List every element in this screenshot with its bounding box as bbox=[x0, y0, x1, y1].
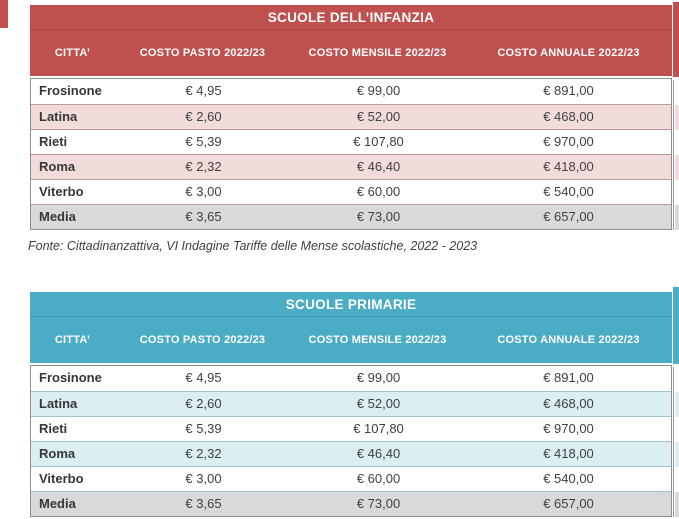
costo-pasto-cell: € 4,95 bbox=[185, 370, 222, 385]
costo-annuale-cell: € 891,00 bbox=[543, 370, 594, 385]
costo-pasto-cell: € 3,65 bbox=[185, 209, 222, 224]
costo-annuale-cell: € 540,00 bbox=[543, 184, 594, 199]
costo-annuale-cell: € 418,00 bbox=[543, 446, 594, 461]
costo-annuale-cell: € 891,00 bbox=[543, 83, 594, 98]
table-scuole-infanzia: SCUOLE DELL’INFANZIA CITTA’ COSTO PASTO … bbox=[30, 5, 672, 230]
cropped-adjacent-table-fragment-left bbox=[0, 0, 8, 28]
city-cell: Rieti bbox=[39, 421, 68, 436]
costo-mensile-cell: € 52,00 bbox=[356, 396, 401, 411]
table-row-media: Media € 3,65 € 73,00 € 657,00 bbox=[31, 204, 671, 229]
costo-annuale-cell: € 970,00 bbox=[543, 134, 594, 149]
costo-mensile-cell: € 60,00 bbox=[356, 184, 401, 199]
table-row-latina: Latina € 2,60 € 52,00 € 468,00 bbox=[31, 391, 671, 416]
table-row-frosinone: Frosinone € 4,95 € 99,00 € 891,00 bbox=[31, 366, 671, 391]
fragment-teal-rows bbox=[673, 367, 679, 517]
costo-mensile-cell: € 73,00 bbox=[356, 496, 401, 511]
col-header-citta: CITTA’ bbox=[54, 47, 91, 59]
city-cell: Media bbox=[39, 496, 76, 511]
col-header-costo-pasto: COSTO PASTO 2022/23 bbox=[139, 334, 266, 346]
col-header-costo-annuale: COSTO ANNUALE 2022/23 bbox=[497, 334, 640, 346]
city-cell: Roma bbox=[39, 159, 76, 174]
costo-pasto-cell: € 3,00 bbox=[185, 471, 222, 486]
costo-mensile-cell: € 107,80 bbox=[353, 421, 404, 436]
table-header-row: CITTA’ COSTO PASTO 2022/23 COSTO MENSILE… bbox=[30, 30, 672, 76]
table-row-frosinone: Frosinone € 4,95 € 99,00 € 891,00 bbox=[31, 79, 671, 104]
col-header-costo-annuale: COSTO ANNUALE 2022/23 bbox=[497, 47, 640, 59]
costo-mensile-cell: € 52,00 bbox=[356, 109, 401, 124]
costo-annuale-cell: € 418,00 bbox=[543, 159, 594, 174]
costo-pasto-cell: € 2,32 bbox=[185, 446, 222, 461]
col-header-costo-pasto: COSTO PASTO 2022/23 bbox=[139, 47, 266, 59]
costo-mensile-cell: € 46,40 bbox=[356, 159, 401, 174]
costo-annuale-cell: € 657,00 bbox=[543, 496, 594, 511]
costo-pasto-cell: € 5,39 bbox=[185, 134, 222, 149]
costo-pasto-cell: € 3,65 bbox=[185, 496, 222, 511]
col-header-costo-mensile: COSTO MENSILE 2022/23 bbox=[308, 334, 447, 346]
costo-annuale-cell: € 540,00 bbox=[543, 471, 594, 486]
source-caption: Fonte: Cittadinanzattiva, VI Indagine Ta… bbox=[28, 239, 478, 253]
city-cell: Rieti bbox=[39, 134, 68, 149]
city-cell: Viterbo bbox=[39, 184, 84, 199]
city-cell: Frosinone bbox=[39, 83, 102, 98]
costo-mensile-cell: € 73,00 bbox=[356, 209, 401, 224]
costo-pasto-cell: € 2,32 bbox=[185, 159, 222, 174]
fragment-red-header bbox=[673, 2, 679, 77]
costo-mensile-cell: € 46,40 bbox=[356, 446, 401, 461]
table-header-row: CITTA’ COSTO PASTO 2022/23 COSTO MENSILE… bbox=[30, 317, 672, 363]
costo-annuale-cell: € 468,00 bbox=[543, 109, 594, 124]
table-row-roma: Roma € 2,32 € 46,40 € 418,00 bbox=[31, 154, 671, 179]
col-header-citta: CITTA’ bbox=[54, 334, 91, 346]
costo-mensile-cell: € 99,00 bbox=[356, 83, 401, 98]
table-title: SCUOLE DELL’INFANZIA bbox=[30, 5, 672, 30]
fragment-teal-header bbox=[673, 287, 679, 364]
costo-annuale-cell: € 657,00 bbox=[543, 209, 594, 224]
table-row-rieti: Rieti € 5,39 € 107,80 € 970,00 bbox=[31, 416, 671, 441]
city-cell: Frosinone bbox=[39, 370, 102, 385]
costo-pasto-cell: € 2,60 bbox=[185, 109, 222, 124]
costo-pasto-cell: € 2,60 bbox=[185, 396, 222, 411]
table-row-latina: Latina € 2,60 € 52,00 € 468,00 bbox=[31, 104, 671, 129]
costo-pasto-cell: € 3,00 bbox=[185, 184, 222, 199]
costo-mensile-cell: € 107,80 bbox=[353, 134, 404, 149]
table-row-roma: Roma € 2,32 € 46,40 € 418,00 bbox=[31, 441, 671, 466]
table-body: Frosinone € 4,95 € 99,00 € 891,00 Latina… bbox=[30, 78, 672, 230]
costo-annuale-cell: € 970,00 bbox=[543, 421, 594, 436]
table-row-rieti: Rieti € 5,39 € 107,80 € 970,00 bbox=[31, 129, 671, 154]
table-scuole-primarie: SCUOLE PRIMARIE CITTA’ COSTO PASTO 2022/… bbox=[30, 292, 672, 517]
fragment-red-rows bbox=[673, 80, 679, 230]
table-row-viterbo: Viterbo € 3,00 € 60,00 € 540,00 bbox=[31, 179, 671, 204]
costo-pasto-cell: € 5,39 bbox=[185, 421, 222, 436]
table-row-viterbo: Viterbo € 3,00 € 60,00 € 540,00 bbox=[31, 466, 671, 491]
costo-mensile-cell: € 60,00 bbox=[356, 471, 401, 486]
city-cell: Latina bbox=[39, 396, 78, 411]
table-row-media: Media € 3,65 € 73,00 € 657,00 bbox=[31, 491, 671, 516]
costo-annuale-cell: € 468,00 bbox=[543, 396, 594, 411]
city-cell: Media bbox=[39, 209, 76, 224]
costo-mensile-cell: € 99,00 bbox=[356, 370, 401, 385]
col-header-costo-mensile: COSTO MENSILE 2022/23 bbox=[308, 47, 447, 59]
city-cell: Roma bbox=[39, 446, 76, 461]
cropped-adjacent-table-fragment-right bbox=[673, 0, 679, 519]
table-title: SCUOLE PRIMARIE bbox=[30, 292, 672, 317]
city-cell: Viterbo bbox=[39, 471, 84, 486]
costo-pasto-cell: € 4,95 bbox=[185, 83, 222, 98]
city-cell: Latina bbox=[39, 109, 78, 124]
table-body: Frosinone € 4,95 € 99,00 € 891,00 Latina… bbox=[30, 365, 672, 517]
